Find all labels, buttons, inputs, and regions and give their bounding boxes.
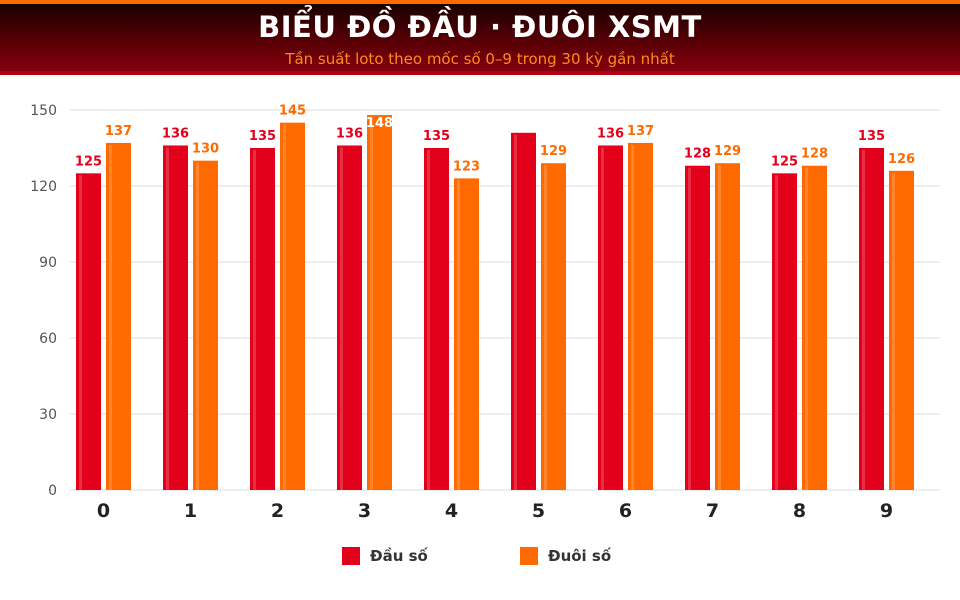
bar-highlight	[427, 150, 430, 490]
x-tick-label: 7	[706, 500, 719, 522]
bar-dau	[685, 165, 710, 490]
bar-dau	[163, 145, 188, 490]
data-label: 130	[192, 142, 219, 157]
x-tick-label: 2	[271, 500, 284, 522]
bar-highlight	[892, 172, 895, 491]
y-tick-label: 90	[39, 255, 57, 271]
bar-dau	[598, 145, 623, 490]
bar-duoi	[193, 160, 218, 490]
data-label: 129	[714, 144, 741, 159]
bar-highlight	[775, 175, 778, 491]
bar-highlight	[340, 147, 343, 490]
bar-highlight	[283, 124, 286, 491]
data-label: 125	[771, 154, 798, 169]
legend-swatch-duoi	[520, 547, 538, 565]
legend-label-duoi: Đuôi số	[548, 547, 612, 565]
bar-duoi	[715, 163, 740, 490]
y-tick-label: 150	[30, 103, 57, 119]
bar-dau	[424, 148, 449, 490]
legend-label-dau: Đầu số	[370, 547, 428, 565]
bar-duoi	[106, 142, 131, 490]
data-label: 136	[336, 126, 363, 141]
bar-duoi	[889, 170, 914, 491]
data-label: 137	[105, 124, 132, 139]
bar-highlight	[631, 144, 634, 490]
data-label: 128	[801, 147, 828, 162]
bar-highlight	[370, 117, 373, 491]
chart-subtitle: Tần suất loto theo mốc số 0–9 trong 30 k…	[285, 50, 675, 68]
bar-dau	[250, 148, 275, 490]
x-tick-label: 4	[445, 500, 458, 522]
bar-highlight	[109, 144, 112, 490]
bar-dau	[511, 132, 536, 491]
legend-item-dau: Đầu số	[342, 545, 428, 567]
legend-item-duoi: Đuôi số	[520, 545, 611, 567]
data-label: 129	[540, 144, 567, 159]
y-tick-label: 0	[48, 483, 57, 499]
chart-header: BIỂU ĐỒ ĐẦU · ĐUÔI XSMT Tần suất loto th…	[0, 0, 960, 75]
data-label: 123	[453, 159, 480, 174]
bar-highlight	[718, 165, 721, 490]
bar-duoi	[454, 178, 479, 490]
bar-duoi	[628, 142, 653, 490]
data-label: 135	[249, 129, 276, 144]
bar-dau	[859, 148, 884, 490]
y-tick-label: 120	[30, 179, 57, 195]
bar-duoi	[280, 122, 305, 491]
data-label: 148	[366, 116, 393, 131]
bar-highlight	[79, 175, 82, 491]
bar-highlight	[805, 167, 808, 490]
data-label: 135	[423, 129, 450, 144]
data-label: 145	[279, 104, 306, 119]
bar-dau	[337, 145, 362, 490]
header-divider	[0, 71, 960, 75]
data-label: 126	[888, 152, 915, 167]
data-label: 125	[75, 154, 102, 169]
data-label: 137	[627, 124, 654, 139]
bar-dau	[772, 173, 797, 491]
bar-highlight	[514, 134, 517, 491]
bar-highlight	[601, 147, 604, 490]
bar-dau	[76, 173, 101, 491]
x-tick-label: 5	[532, 500, 545, 522]
bar-highlight	[688, 167, 691, 490]
x-tick-label: 9	[880, 500, 893, 522]
bar-duoi	[367, 115, 392, 491]
data-label: 135	[858, 129, 885, 144]
x-tick-label: 3	[358, 500, 371, 522]
x-tick-label: 1	[184, 500, 197, 522]
data-label: 136	[162, 126, 189, 141]
x-tick-label: 8	[793, 500, 806, 522]
bar-highlight	[457, 180, 460, 490]
bar-duoi	[541, 163, 566, 490]
chart-title: BIỂU ĐỒ ĐẦU · ĐUÔI XSMT	[258, 10, 702, 44]
bar-highlight	[253, 150, 256, 490]
data-label: 128	[684, 147, 711, 162]
chart-legend: Đầu số Đuôi số	[0, 545, 960, 569]
legend-swatch-dau	[342, 547, 360, 565]
bar-highlight	[166, 147, 169, 490]
bar-highlight	[862, 150, 865, 490]
bar-highlight	[544, 165, 547, 490]
bar-highlight	[196, 162, 199, 490]
data-label: 136	[597, 126, 624, 141]
y-tick-label: 60	[39, 331, 57, 347]
y-tick-label: 30	[39, 407, 57, 423]
bar-duoi	[802, 165, 827, 490]
x-tick-label: 6	[619, 500, 632, 522]
x-tick-label: 0	[97, 500, 110, 522]
